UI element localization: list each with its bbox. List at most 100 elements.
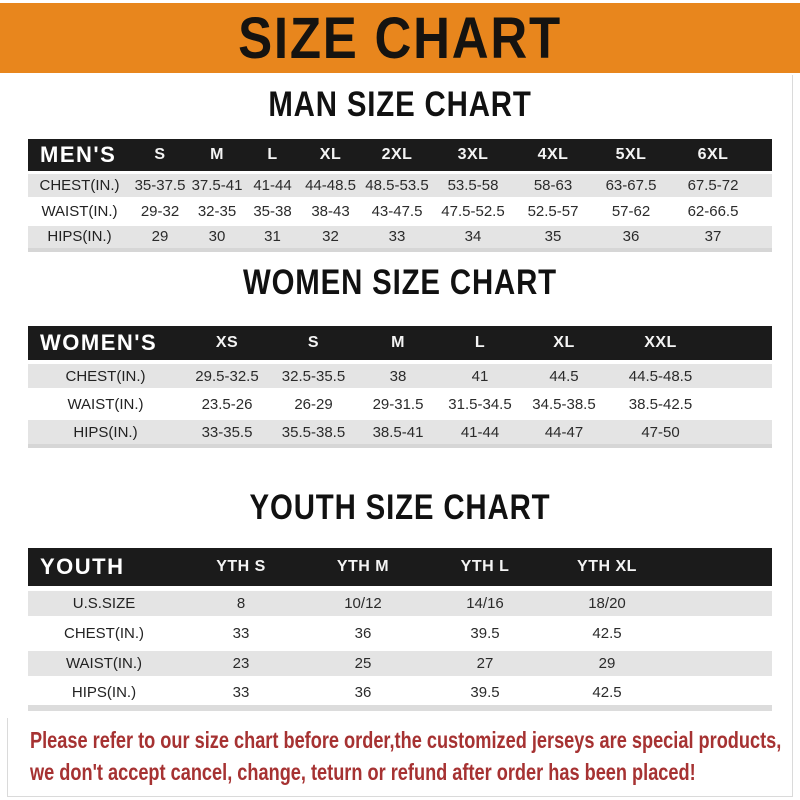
row-label: U.S.SIZE [28,585,180,618]
table-cell: 35-37.5 [131,170,189,198]
table-cell: 29 [546,645,668,678]
women-section-heading: WOMEN SIZE CHART [243,263,557,302]
table-cell: 36 [593,222,669,250]
table-cell: 39.5 [424,675,546,708]
table-cell: 35-38 [245,196,300,224]
table-cell: 57-62 [593,196,669,224]
column-header: 4XL [513,139,593,172]
row-filler [757,196,772,224]
row-filler [713,360,772,390]
row-label: CHEST(IN.) [28,170,131,198]
table-cell: 34 [433,222,513,250]
table-corner-label: WOMEN'S [28,326,183,362]
right-edge-line [792,75,793,797]
table-cell: 30 [189,222,245,250]
row-label: WAIST(IN.) [28,388,183,418]
table-cell: 23 [180,645,302,678]
table-cell: 18/20 [546,585,668,618]
disclaimer-line-2: we don't accept cancel, change, teturn o… [30,759,696,785]
table-cell: 29.5-32.5 [183,360,271,390]
page-title: SIZE CHART [238,5,562,71]
table-cell: 42.5 [546,615,668,648]
table-cell: 44-47 [520,416,608,446]
column-header: S [131,139,189,172]
column-header: 3XL [433,139,513,172]
column-header: XXL [608,326,713,362]
row-label: CHEST(IN.) [28,615,180,648]
table-row: WAIST(IN.) 29-32 32-35 35-38 38-43 43-47.5 47.… [28,196,772,224]
table-cell: 33 [180,615,302,648]
table-row: HIPS(IN.) 33-35.5 35.5-38.5 38.5-41 41-44 44-… [28,416,772,446]
header-filler [668,548,772,588]
table-cell: 41 [440,360,520,390]
table-cell: 33 [180,675,302,708]
row-filler [668,585,772,618]
table-cell: 41-44 [245,170,300,198]
table-cell: 47.5-52.5 [433,196,513,224]
table-cell: 27 [424,645,546,678]
table-cell: 33-35.5 [183,416,271,446]
table-cell: 58-63 [513,170,593,198]
table-cell: 29-32 [131,196,189,224]
column-header: M [189,139,245,172]
table-row: HIPS(IN.) 33 36 39.5 42.5 [28,675,772,708]
youth-section-heading: YOUTH SIZE CHART [249,488,551,527]
table-cell: 31.5-34.5 [440,388,520,418]
table-cell: 8 [180,585,302,618]
table-cell: 34.5-38.5 [520,388,608,418]
row-filler [713,388,772,418]
row-label: HIPS(IN.) [28,675,180,708]
column-header: XL [520,326,608,362]
women-size-table: WOMEN'S XS S M L XL XXL CHEST(IN.) 29.5-32.5 32.5… [28,326,772,448]
header-filler [713,326,772,362]
table-cell: 32 [300,222,361,250]
table-corner-label: YOUTH [28,548,180,588]
row-filler [757,222,772,250]
table-cell: 62-66.5 [669,196,757,224]
row-filler [668,675,772,708]
column-header: YTH XL [546,548,668,588]
column-header: YTH S [180,548,302,588]
size-chart-banner: SIZE CHART [0,3,800,73]
table-cell: 33 [361,222,433,250]
table-cell: 31 [245,222,300,250]
table-row: CHEST(IN.) 29.5-32.5 32.5-35.5 38 41 44.5 44.5… [28,360,772,390]
table-cell: 32-35 [189,196,245,224]
row-filler [713,416,772,446]
column-header: XS [183,326,271,362]
table-row: WAIST(IN.) 23 25 27 29 [28,645,772,678]
column-header: L [440,326,520,362]
table-cell: 39.5 [424,615,546,648]
table-cell: 67.5-72 [669,170,757,198]
table-row: U.S.SIZE 8 10/12 14/16 18/20 [28,585,772,618]
table-cell: 35 [513,222,593,250]
bottom-edge-line [7,796,793,797]
column-header: M [356,326,440,362]
header-filler [757,139,772,172]
column-header: YTH M [302,548,424,588]
row-filler [757,170,772,198]
table-cell: 38.5-42.5 [608,388,713,418]
table-cell: 44.5-48.5 [608,360,713,390]
table-cell: 37 [669,222,757,250]
table-cell: 38.5-41 [356,416,440,446]
disclaimer-line-1: Please refer to our size chart before or… [30,727,782,753]
row-filler [668,645,772,678]
table-cell: 14/16 [424,585,546,618]
column-header: 5XL [593,139,669,172]
row-label: HIPS(IN.) [28,222,131,250]
column-header: S [271,326,356,362]
column-header: 2XL [361,139,433,172]
table-cell: 36 [302,615,424,648]
table-cell: 53.5-58 [433,170,513,198]
column-header: 6XL [669,139,757,172]
men-size-table: MEN'S S M L XL 2XL 3XL 4XL 5XL 6XL CHEST(IN.) 35-37… [28,139,772,252]
left-edge-line [7,718,8,797]
row-label: HIPS(IN.) [28,416,183,446]
table-cell: 43-47.5 [361,196,433,224]
table-cell: 41-44 [440,416,520,446]
table-row: WAIST(IN.) 23.5-26 26-29 29-31.5 31.5-34.5 34… [28,388,772,418]
table-row: CHEST(IN.) 33 36 39.5 42.5 [28,615,772,648]
table-row: HIPS(IN.) 29 30 31 32 33 34 35 36 37 [28,222,772,250]
